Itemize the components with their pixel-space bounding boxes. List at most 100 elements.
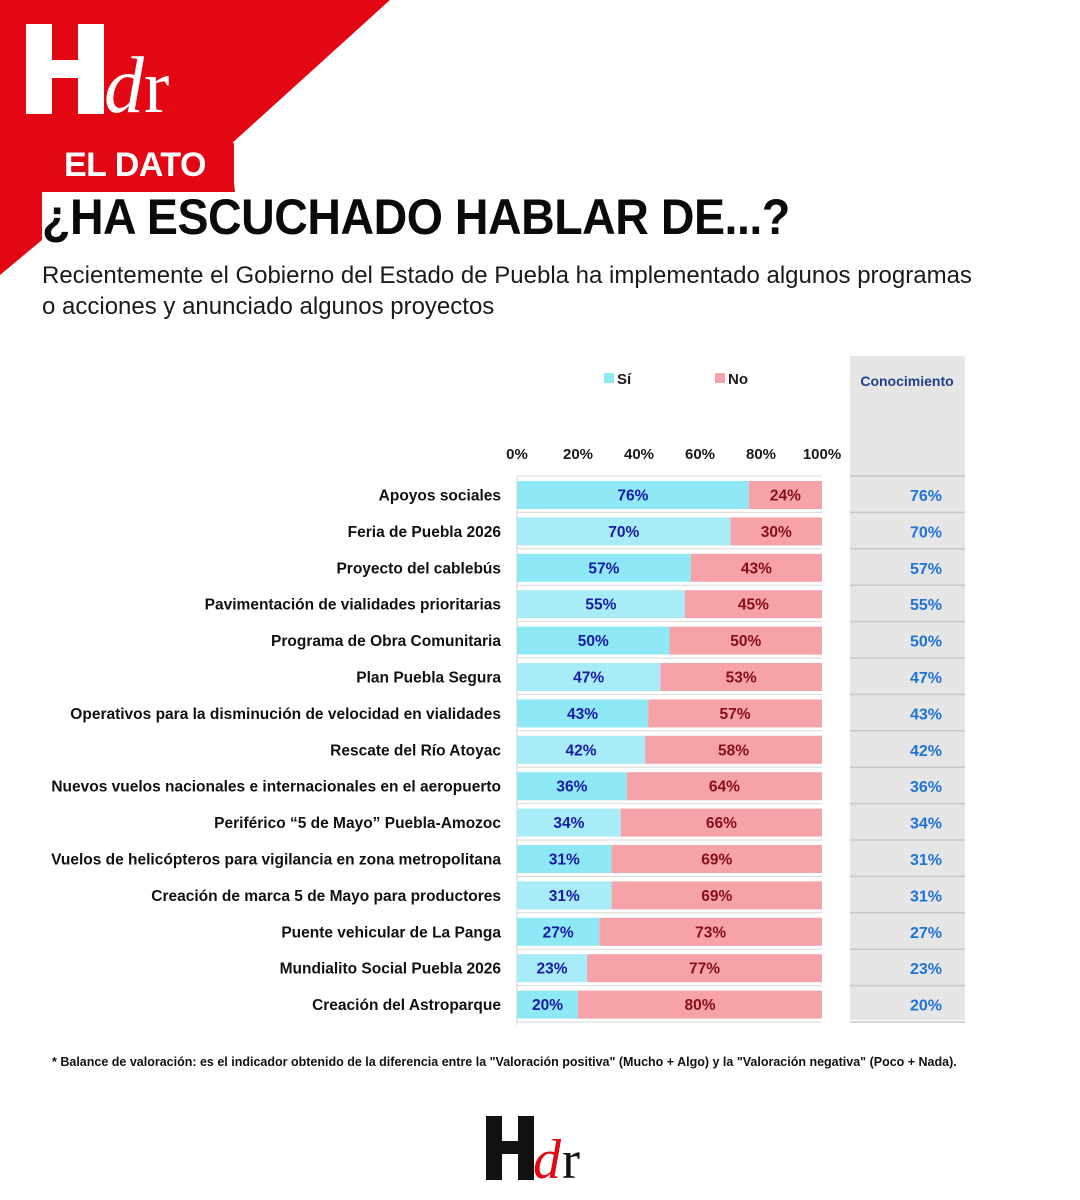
knowledge-value: 36% — [910, 779, 942, 796]
bar-si — [517, 990, 578, 1019]
tag-box — [42, 143, 234, 191]
bar-no-label: 64% — [709, 779, 740, 796]
category-label: Vuelos de helicópteros para vigilancia e… — [51, 852, 501, 869]
tag-label: EL DATO — [64, 146, 206, 184]
bar-si-label: 50% — [578, 633, 609, 650]
bar-si-label: 20% — [532, 997, 563, 1014]
bar-no — [587, 954, 822, 983]
bar-si-label: 57% — [588, 560, 619, 577]
bar-si — [517, 735, 646, 764]
knowledge-value: 31% — [910, 888, 942, 905]
bar-si-label: 27% — [543, 924, 574, 941]
bar-si — [517, 954, 588, 983]
knowledge-column-title: Conocimiento — [860, 373, 953, 389]
bar-si-label: 55% — [585, 597, 616, 614]
knowledge-value: 50% — [910, 634, 942, 651]
bar-no — [690, 553, 822, 582]
category-label: Operativos para la disminución de veloci… — [70, 706, 501, 723]
bar-si-label: 42% — [566, 742, 597, 759]
knowledge-value: 34% — [910, 816, 942, 833]
bar-no — [660, 663, 822, 691]
svg-text:r: r — [144, 45, 169, 118]
x-tick-label: 40% — [624, 446, 654, 463]
bar-no — [669, 626, 822, 655]
category-label: Creación del Astroparque — [312, 997, 501, 1014]
bar-si — [517, 808, 621, 837]
hdr-logo-top: d r — [26, 24, 169, 118]
bar-si — [517, 917, 600, 946]
svg-text:r: r — [562, 1130, 580, 1184]
bar-no-label: 50% — [730, 633, 761, 650]
x-tick-label: 80% — [746, 446, 776, 463]
bar-no — [684, 590, 822, 619]
bar-si — [517, 663, 661, 691]
bar-si — [517, 517, 731, 546]
knowledge-value: 20% — [910, 998, 942, 1015]
x-tick-label: 100% — [803, 446, 841, 463]
bar-si — [517, 590, 685, 619]
knowledge-value: 27% — [910, 925, 942, 942]
x-tick-label: 0% — [506, 446, 528, 463]
bar-no-label: 77% — [689, 961, 720, 978]
bar-no — [599, 917, 822, 946]
bar-si-label: 47% — [573, 670, 604, 687]
bar-si — [517, 481, 749, 509]
knowledge-value: 57% — [910, 561, 942, 578]
x-tick-label: 60% — [685, 446, 715, 463]
legend-si-swatch — [604, 373, 614, 383]
bar-no-label: 57% — [720, 706, 751, 723]
category-label: Nuevos vuelos nacionales e internacional… — [51, 779, 501, 796]
bar-si — [517, 699, 649, 728]
bar-no — [648, 699, 822, 728]
bar-si-label: 23% — [537, 961, 568, 978]
svg-text:d: d — [533, 1129, 562, 1184]
bar-si-label: 70% — [608, 524, 639, 541]
bar-no-label: 58% — [718, 742, 749, 759]
bar-no — [578, 990, 822, 1019]
bar-no — [611, 881, 822, 910]
bar-no-label: 80% — [684, 997, 715, 1014]
knowledge-value: 43% — [910, 706, 942, 723]
svg-text:d: d — [104, 42, 145, 118]
bar-si-label: 76% — [617, 488, 648, 505]
legend-no-swatch — [715, 373, 725, 383]
category-label: Rescate del Río Atoyac — [330, 742, 501, 759]
bar-si — [517, 881, 612, 910]
bar-no-label: 73% — [695, 924, 726, 941]
footnote: * Balance de valoración: es el indicador… — [52, 1055, 957, 1069]
category-label: Puente vehicular de La Panga — [281, 924, 501, 941]
category-label: Pavimentación de vialidades prioritarias — [205, 597, 501, 614]
knowledge-value: 23% — [910, 961, 942, 978]
knowledge-column-bg — [850, 356, 965, 1020]
bar-no-label: 53% — [726, 670, 757, 687]
knowledge-value: 42% — [910, 743, 942, 760]
legend-no-label: No — [728, 371, 748, 388]
category-label: Plan Puebla Segura — [356, 670, 501, 687]
category-label: Mundialito Social Puebla 2026 — [280, 961, 502, 978]
bar-no-label: 30% — [761, 524, 792, 541]
bar-no-label: 24% — [770, 488, 801, 505]
bar-no — [626, 772, 822, 801]
bar-si-label: 31% — [549, 888, 580, 905]
bar-no — [611, 845, 822, 873]
bar-no-label: 69% — [701, 888, 732, 905]
bar-si-label: 36% — [556, 779, 587, 796]
page-subtitle: Recientemente el Gobierno del Estado de … — [42, 262, 972, 320]
knowledge-value: 31% — [910, 852, 942, 869]
bar-si-label: 31% — [549, 852, 580, 869]
bar-no — [620, 808, 822, 837]
bar-no-label: 45% — [738, 597, 769, 614]
hdr-logo-bottom: d r — [486, 1116, 580, 1184]
bar-si — [517, 553, 691, 582]
x-tick-label: 20% — [563, 446, 593, 463]
bar-no — [645, 735, 822, 764]
category-label: Apoyos sociales — [379, 488, 501, 505]
page-title: ¿HA ESCUCHADO HABLAR DE...? — [42, 189, 790, 245]
bar-si-label: 34% — [553, 815, 584, 832]
category-label: Periférico “5 de Mayo” Puebla-Amozoc — [214, 815, 501, 832]
bar-no-label: 66% — [706, 815, 737, 832]
bar-no — [730, 517, 822, 546]
bar-si-label: 43% — [567, 706, 598, 723]
bar-si — [517, 772, 627, 801]
